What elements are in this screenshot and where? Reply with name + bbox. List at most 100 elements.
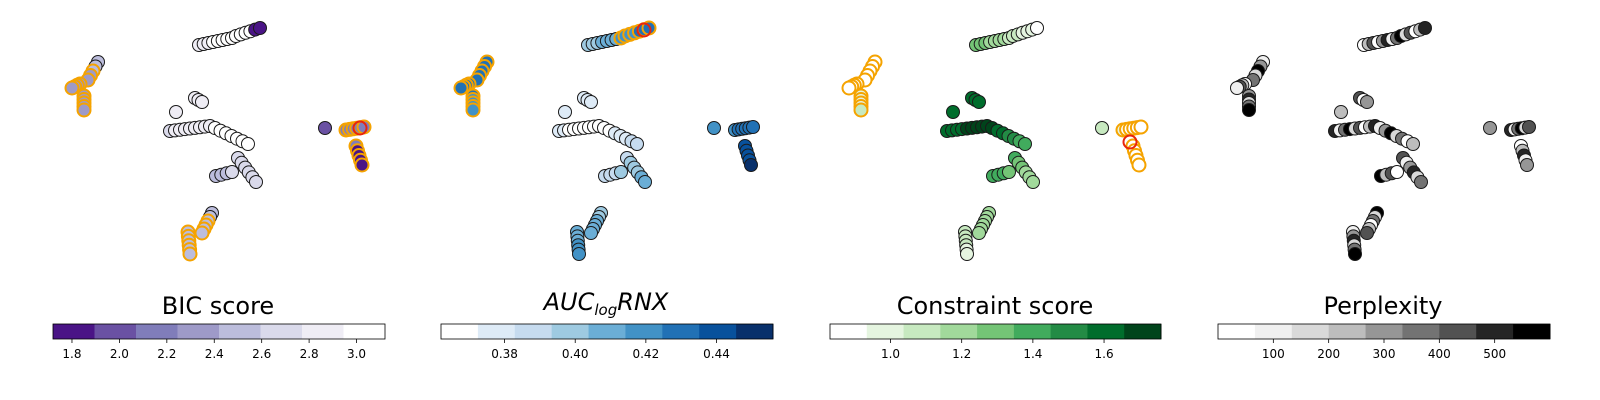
colorbar-segment	[477, 324, 516, 339]
colorbar-segment	[1402, 324, 1440, 339]
colorbar-bic: 1.8 2.0 2.2 2.4 2.6 2.8 3.0	[52, 323, 386, 361]
colorbar-perplexity: 100 200 300 400 500	[1217, 323, 1551, 361]
scatter-point	[744, 158, 758, 172]
scatter-point	[572, 247, 586, 261]
colorbar-segment	[977, 324, 1015, 339]
scatter-point	[558, 105, 572, 119]
colorbar-tick-label: 2.8	[300, 347, 319, 361]
scatter-point	[1414, 175, 1428, 189]
auc-title-main: AUC	[542, 288, 595, 316]
colorbar-segment	[514, 324, 553, 339]
colorbar-tick-label: 100	[1262, 347, 1285, 361]
colorbar-segment	[136, 324, 178, 339]
scatter-point	[64, 80, 80, 96]
colorbar-tick-label: 0.40	[562, 347, 589, 361]
colorbar-tick-label: 1.6	[1095, 347, 1114, 361]
scatter-point	[584, 95, 598, 109]
colorbar-tick-label: 2.4	[205, 347, 224, 361]
colorbar-segment	[1254, 324, 1293, 339]
colorbar-segment	[1439, 324, 1477, 339]
panel-auc: AUClogRNX 0.38 0.40 0.42 0.44	[440, 20, 774, 361]
scatter-point	[1133, 119, 1149, 135]
colorbar-segment	[736, 324, 774, 339]
colorbar-frame	[52, 323, 386, 340]
colorbar-segment	[551, 324, 590, 339]
scatter-point	[960, 247, 974, 261]
scatter-point	[1026, 175, 1040, 189]
colorbar-segment	[699, 324, 737, 339]
colorbar-tick-label: 400	[1428, 347, 1451, 361]
scatter-point	[354, 157, 370, 173]
scatter-point	[630, 137, 644, 151]
colorbar-tick-label: 300	[1373, 347, 1396, 361]
colorbar-segment	[1013, 324, 1052, 339]
scatter-point	[465, 102, 481, 118]
colorbar-segment	[830, 324, 868, 339]
colorbar-segment	[94, 324, 137, 339]
scatter-point	[746, 120, 760, 134]
colorbar-segment	[625, 324, 663, 339]
scatter-point	[1360, 226, 1374, 240]
scatter-point	[638, 175, 652, 189]
colorbar-title-constraint: Constraint score	[897, 292, 1094, 320]
scatter-point	[1242, 103, 1256, 117]
colorbar-segment	[1365, 324, 1403, 339]
colorbar-tick-label: 1.4	[1023, 347, 1042, 361]
colorbar-tick-label: 1.2	[952, 347, 971, 361]
scatter-point	[1018, 137, 1032, 151]
colorbar-segment	[662, 324, 700, 339]
colorbar-frame	[829, 323, 1162, 340]
scatter-point	[318, 121, 332, 135]
auc-title-sub: log	[594, 301, 617, 319]
colorbar-tick-label: 2.6	[252, 347, 271, 361]
scatter-point	[169, 105, 183, 119]
scatter-point	[241, 137, 255, 151]
best-point-marker	[1122, 134, 1138, 150]
best-point-marker	[352, 120, 368, 136]
colorbar-tick-label: 1.8	[62, 347, 81, 361]
scatter-point	[707, 121, 721, 135]
scatter-point	[853, 102, 869, 118]
scatter-point	[1131, 157, 1147, 173]
scatter-point	[1334, 105, 1348, 119]
colorbar-segment	[302, 324, 344, 339]
colorbar-segment	[260, 324, 303, 339]
scatter-point	[1406, 137, 1420, 151]
colorbar-segment	[1124, 324, 1162, 339]
colorbar-tick-label: 200	[1317, 347, 1340, 361]
colorbar-tick-label: 2.2	[157, 347, 176, 361]
scatter-point	[253, 21, 267, 35]
colorbar-frame	[440, 323, 774, 340]
scatter-point	[1360, 95, 1374, 109]
scatter-bic	[64, 21, 372, 262]
colorbar-title-auc: AUClogRNX	[542, 288, 669, 319]
scatter-point	[841, 80, 857, 96]
scatter-point	[1030, 21, 1044, 35]
colorbar-segment	[1328, 324, 1367, 339]
colorbar-constraint: 1.0 1.2 1.4 1.6	[829, 323, 1162, 361]
scatter-point	[1230, 81, 1244, 95]
scatter-point	[972, 226, 986, 240]
scatter-point	[249, 175, 263, 189]
scatter-point	[195, 95, 209, 109]
scatter-point	[1348, 247, 1362, 261]
colorbar-segment	[1291, 324, 1330, 339]
colorbar-tick-label: 0.42	[632, 347, 659, 361]
scatter-point	[194, 225, 210, 241]
colorbar-segment	[343, 324, 386, 339]
scatter-auc	[453, 20, 760, 261]
colorbar-tick-label: 0.38	[491, 347, 518, 361]
colorbar-tick-label: 1.0	[881, 347, 900, 361]
colorbar-auc: 0.38 0.40 0.42 0.44	[440, 323, 774, 361]
colorbar-tick-label: 0.44	[703, 347, 730, 361]
scatter-perplexity	[1230, 21, 1536, 261]
scatter-point	[584, 226, 598, 240]
scatter-point	[182, 246, 198, 262]
colorbar-title-bic: BIC score	[162, 292, 274, 320]
scatter-point	[1418, 21, 1432, 35]
panel-perplexity: Perplexity 100 200 300 400 500	[1217, 21, 1551, 361]
colorbar-segment	[1476, 324, 1514, 339]
colorbar-segment	[177, 324, 220, 339]
scatter-point	[972, 95, 986, 109]
